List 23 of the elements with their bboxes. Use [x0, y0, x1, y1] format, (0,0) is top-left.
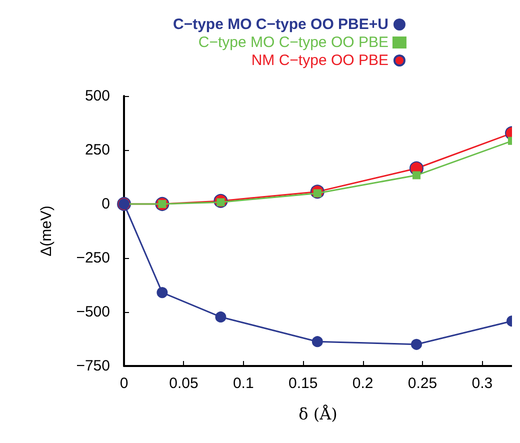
y-tick-label: −500 — [76, 304, 110, 320]
y-tick-label: −250 — [76, 250, 110, 266]
x-tick-label: 0.15 — [288, 375, 318, 392]
point — [156, 287, 168, 298]
legend-label: C−type MO C−type OO PBE+U — [172, 16, 388, 33]
y-tick-label: 500 — [84, 88, 110, 104]
x-tick-label: 0.3 — [472, 375, 493, 392]
y-tick-label: 0 — [102, 196, 110, 212]
point — [411, 338, 422, 350]
x-tick-label: 0.25 — [408, 375, 438, 392]
legend-label: NM C−type OO PBE — [251, 52, 388, 69]
legend-label: C−type MO C−type OO PBE — [198, 34, 388, 51]
point — [412, 171, 420, 180]
point — [312, 336, 323, 348]
x-tick-label: 0.05 — [169, 375, 198, 392]
x-tick-label: 0.1 — [232, 375, 254, 392]
y-tick-label: 250 — [84, 142, 110, 158]
point — [215, 311, 226, 322]
x-axis-title: δ (Å) — [298, 404, 338, 424]
y-axis-title: Δ(meV) — [38, 206, 55, 256]
y-tick-label: −750 — [76, 358, 110, 374]
x-tick-label: 0.2 — [352, 375, 374, 392]
x-tick-label: 0 — [120, 375, 128, 392]
